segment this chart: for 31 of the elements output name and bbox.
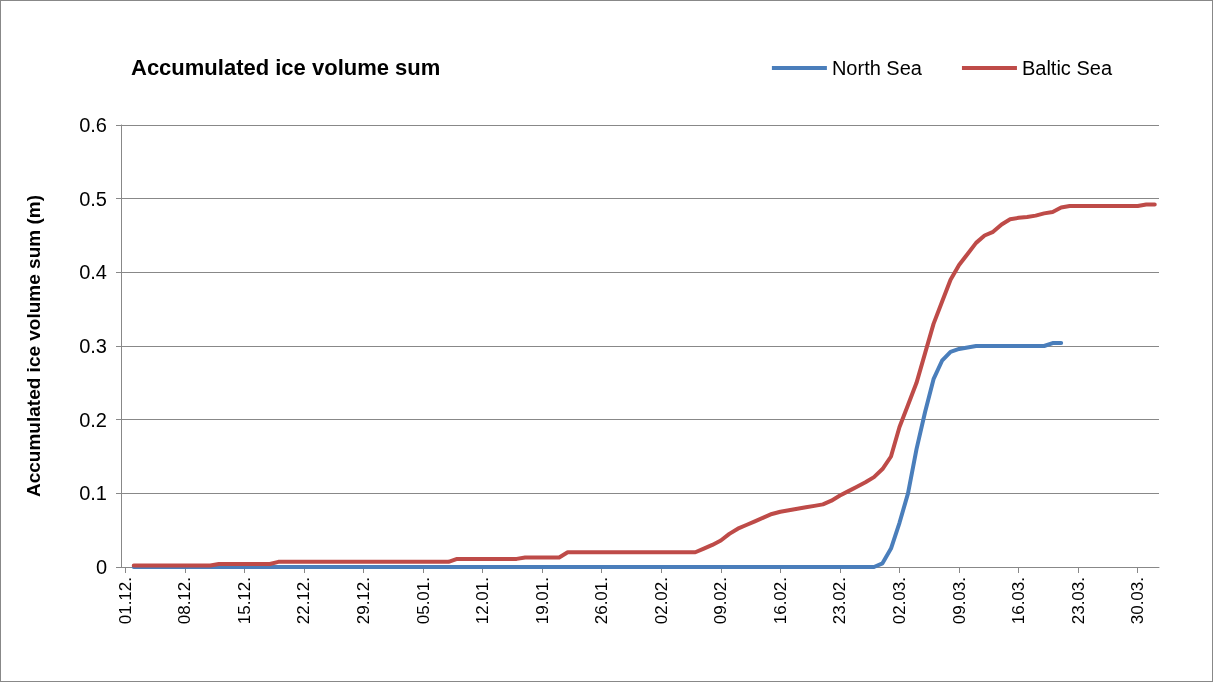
x-tick-label: 09.03. (949, 577, 969, 625)
line-series (131, 202, 1157, 568)
x-tick-label: 02.02. (651, 577, 671, 625)
y-tick-label: 0.6 (79, 114, 107, 136)
x-tick-label: 19.01. (532, 577, 552, 625)
x-tick-label: 30.03. (1128, 577, 1148, 625)
y-tick-label: 0.1 (79, 482, 107, 505)
x-tick-label: 01.12. (115, 577, 135, 625)
x-tick-label: 09.02. (711, 577, 731, 625)
x-tick-label: 12.01. (473, 577, 493, 625)
y-tick-label: 0.2 (79, 408, 107, 431)
x-tick-label: 16.02. (770, 577, 790, 625)
y-tick-label: 0.4 (79, 261, 107, 284)
line-series (131, 341, 1064, 569)
x-tick-label: 16.03. (1009, 577, 1029, 625)
x-tick-label: 29.12. (353, 577, 373, 625)
x-tick-label: 15.12. (234, 577, 254, 625)
legend-label: North Sea (831, 57, 923, 79)
x-tick-label: 08.12. (175, 577, 195, 625)
x-tick-label: 23.03. (1068, 577, 1088, 625)
x-tick-label: 05.01. (413, 577, 433, 625)
y-tick-label: 0.5 (79, 187, 107, 210)
x-tick-label: 02.03. (890, 577, 909, 625)
chart-title: Accumulated ice volume sum (131, 54, 441, 80)
y-tick-label: 0.3 (79, 335, 107, 357)
x-tick-label: 23.02. (830, 577, 850, 625)
legend-label: Baltic Sea (1021, 57, 1113, 79)
x-tick-label: 22.12. (294, 577, 314, 625)
y-tick-label: 0 (95, 556, 107, 578)
x-tick-label: 26.01. (592, 577, 612, 625)
y-axis-title: Accumulated ice volume sum (m) (23, 195, 44, 497)
